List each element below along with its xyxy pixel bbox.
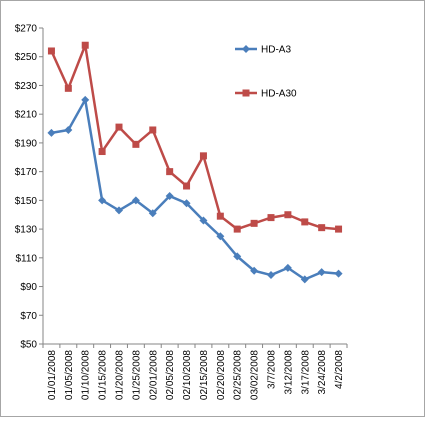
data-point bbox=[64, 84, 72, 92]
data-point bbox=[216, 232, 225, 241]
legend: HD-A3 HD-A30 bbox=[235, 45, 297, 100]
x-tick-label: 3/12/2008 bbox=[283, 350, 294, 395]
y-tick-label: $230 bbox=[15, 81, 38, 92]
y-tick-label: $50 bbox=[20, 340, 37, 351]
y-tick-label: $110 bbox=[15, 253, 37, 264]
series-hd-a30 bbox=[47, 41, 343, 233]
data-point bbox=[283, 263, 292, 272]
x-tick-label: 4/2/2008 bbox=[334, 350, 345, 389]
data-point bbox=[318, 224, 326, 232]
series-line bbox=[50, 43, 339, 231]
data-point bbox=[250, 219, 258, 227]
axes: $50 $70 $90 $110 $130 $150 $170 $190 $210 $230 $25… bbox=[15, 24, 348, 400]
data-point bbox=[64, 125, 73, 134]
data-point bbox=[98, 148, 106, 156]
data-point bbox=[233, 225, 241, 233]
data-point bbox=[165, 192, 174, 201]
y-tick-label: $90 bbox=[20, 282, 37, 293]
legend-marker bbox=[242, 89, 250, 97]
legend-label: HD-A3 bbox=[261, 45, 291, 56]
x-tick-label: 02/20/2008 bbox=[216, 350, 227, 400]
x-tick-label: 03/02/2008 bbox=[250, 350, 261, 400]
data-point bbox=[115, 206, 123, 215]
x-tick-label: 01/15/2008 bbox=[98, 350, 109, 400]
data-point bbox=[81, 95, 90, 104]
data-point bbox=[47, 128, 56, 137]
data-point bbox=[132, 140, 140, 148]
series-line bbox=[51, 98, 339, 281]
data-point bbox=[166, 168, 174, 176]
data-point bbox=[149, 126, 157, 134]
x-tick-label: 3/7/2008 bbox=[267, 350, 278, 389]
x-tick-label: 02/01/2008 bbox=[148, 350, 159, 400]
data-point bbox=[334, 269, 343, 278]
data-point bbox=[284, 211, 292, 219]
data-point bbox=[317, 268, 326, 277]
x-tick-label: 01/01/2008 bbox=[47, 350, 58, 400]
y-tick-label: $190 bbox=[15, 138, 38, 149]
y-tick-label: $130 bbox=[15, 225, 38, 236]
x-tick-label: 02/25/2008 bbox=[233, 350, 244, 400]
legend-label: HD-A30 bbox=[261, 89, 297, 100]
data-point bbox=[199, 152, 207, 160]
legend-marker bbox=[242, 45, 250, 53]
data-point bbox=[267, 271, 275, 280]
series-layer bbox=[47, 41, 343, 284]
x-tick-label: 01/10/2008 bbox=[81, 350, 92, 400]
x-tick-label: 3/24/2008 bbox=[317, 350, 328, 395]
data-point bbox=[199, 216, 208, 225]
x-tick-label: 01/25/2008 bbox=[131, 350, 142, 400]
data-point bbox=[216, 212, 224, 220]
data-point bbox=[250, 266, 259, 275]
y-tick-label: $250 bbox=[15, 52, 38, 63]
legend-entry: HD-A30 bbox=[235, 89, 297, 100]
data-point bbox=[267, 214, 275, 222]
data-point bbox=[335, 225, 343, 233]
data-point bbox=[301, 218, 309, 226]
y-tick-label: $270 bbox=[15, 24, 38, 35]
data-point bbox=[233, 252, 242, 261]
x-tick-label: 02/05/2008 bbox=[165, 350, 176, 400]
data-point bbox=[183, 182, 191, 190]
y-tick-label: $150 bbox=[15, 196, 38, 207]
x-tick-label: 01/20/2008 bbox=[115, 350, 126, 400]
legend-entry: HD-A3 bbox=[235, 45, 291, 56]
data-point bbox=[115, 123, 123, 131]
y-tick-label: $210 bbox=[15, 110, 38, 121]
y-tick-label: $70 bbox=[20, 311, 37, 322]
data-point bbox=[300, 275, 309, 284]
data-point bbox=[98, 196, 107, 205]
x-tick-label: 02/15/2008 bbox=[199, 350, 210, 400]
data-point bbox=[131, 196, 140, 205]
x-tick-label: 02/10/2008 bbox=[182, 350, 193, 400]
x-tick-label: 3/17/2008 bbox=[300, 350, 311, 395]
data-point bbox=[47, 47, 55, 55]
series-hd-a3 bbox=[47, 95, 343, 284]
data-point bbox=[148, 209, 157, 218]
data-point bbox=[81, 41, 89, 49]
y-tick-label: $170 bbox=[15, 167, 38, 178]
x-tick-label: 01/05/2008 bbox=[64, 350, 75, 400]
data-point bbox=[182, 199, 191, 208]
